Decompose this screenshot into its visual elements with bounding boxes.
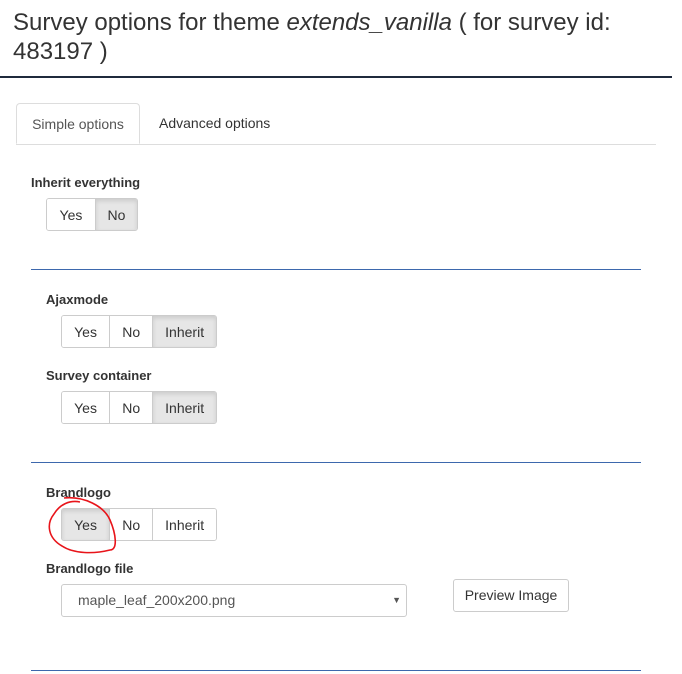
inherit-everything-toggle: Yes No — [46, 198, 138, 231]
brandlogo-no[interactable]: No — [109, 509, 153, 540]
preview-image-button[interactable]: Preview Image — [453, 579, 569, 612]
section-divider — [31, 670, 641, 671]
red-circle-annotation — [48, 496, 117, 554]
brandlogo-yes[interactable]: Yes — [62, 509, 110, 540]
survey-container-yes[interactable]: Yes — [62, 392, 110, 423]
ajaxmode-inherit[interactable]: Inherit — [152, 316, 216, 347]
ajaxmode-label: Ajaxmode — [46, 292, 109, 307]
section-divider — [31, 462, 641, 463]
title-suffix: ( for survey id: 483197 ) — [13, 9, 611, 65]
title-text: Survey options for theme — [13, 9, 287, 36]
survey-container-no[interactable]: No — [109, 392, 153, 423]
brandlogo-toggle: Yes No Inherit — [61, 508, 217, 541]
survey-container-toggle: Yes No Inherit — [61, 391, 217, 424]
brandlogo-file-select[interactable]: maple_leaf_200x200.png ▼ — [61, 584, 407, 617]
caret-down-icon: ▼ — [392, 595, 401, 605]
tab-simple-options[interactable]: Simple options — [16, 103, 140, 144]
section-divider — [31, 269, 641, 270]
inherit-everything-label: Inherit everything — [31, 175, 141, 190]
brandlogo-file-value: maple_leaf_200x200.png — [78, 592, 236, 608]
survey-container-label: Survey container — [46, 368, 152, 383]
page-title: Survey options for theme extends_vanilla… — [13, 8, 653, 66]
brandlogo-inherit[interactable]: Inherit — [152, 509, 216, 540]
brandlogo-label: Brandlogo — [46, 485, 111, 500]
survey-container-inherit[interactable]: Inherit — [152, 392, 216, 423]
ajaxmode-toggle: Yes No Inherit — [61, 315, 217, 348]
brandlogo-file-label: Brandlogo file — [46, 561, 134, 576]
header-divider — [0, 76, 672, 78]
inherit-everything-yes[interactable]: Yes — [47, 199, 95, 230]
ajaxmode-yes[interactable]: Yes — [62, 316, 110, 347]
inherit-everything-no[interactable]: No — [94, 199, 137, 230]
tabs-divider — [16, 144, 656, 145]
theme-name: extends_vanilla — [286, 9, 452, 36]
ajaxmode-no[interactable]: No — [109, 316, 153, 347]
tab-advanced-options[interactable]: Advanced options — [159, 115, 271, 131]
